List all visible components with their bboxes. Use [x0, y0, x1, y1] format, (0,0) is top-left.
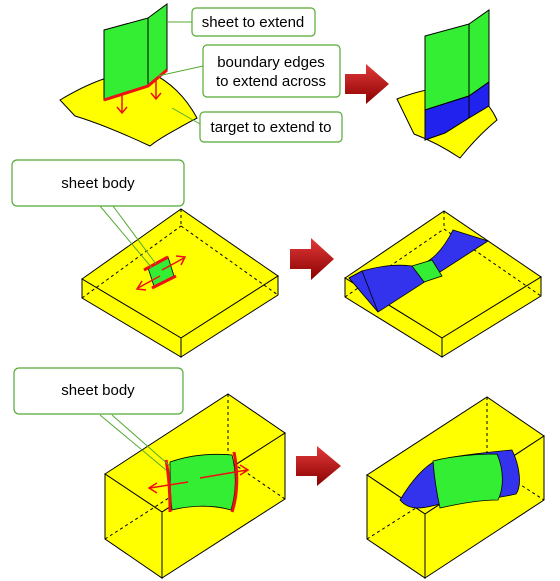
- sheet-body: [169, 453, 236, 511]
- row1-after: [396, 9, 498, 159]
- row3-after: [366, 396, 545, 579]
- callout-label: target to extend to: [211, 119, 332, 136]
- row2-after: [344, 210, 542, 358]
- callout-target: target to extend to: [199, 111, 343, 143]
- extended-sheet-green-right: [468, 9, 490, 97]
- row1-before: [59, 3, 204, 147]
- extension-region-blue: [424, 81, 490, 141]
- block-front-right: [180, 275, 279, 358]
- callout-label: sheet body: [61, 382, 135, 399]
- block-front-right: [441, 276, 542, 358]
- extend-direction-arrows: [135, 255, 187, 291]
- sheet-body: [432, 453, 503, 509]
- callout-label: boundary edges: [217, 54, 325, 71]
- transform-arrow-1: [345, 64, 389, 104]
- callout-boundary-edges: boundary edges to extend across: [202, 44, 341, 98]
- callout-sheet-to-extend: sheet to extend: [191, 7, 316, 37]
- extended-sheet-green: [424, 23, 470, 111]
- block-top: [81, 208, 279, 339]
- row3-before: [99, 393, 286, 579]
- extend-direction-arrows: [147, 464, 250, 494]
- callout-label: sheet to extend: [202, 14, 305, 31]
- transform-arrow-3: [296, 446, 341, 486]
- callout-label: to extend across: [216, 73, 326, 90]
- callout-sheet-body-1: sheet body: [11, 159, 185, 207]
- callout-sheet-body-2: sheet body: [13, 367, 184, 415]
- row2-before: [81, 205, 279, 358]
- callout-label: sheet body: [61, 175, 135, 192]
- extend-direction-arrows: [116, 80, 162, 115]
- blue-wedge-front: [348, 270, 379, 313]
- sheet-body: [411, 259, 443, 283]
- transform-arrow-2: [290, 238, 334, 280]
